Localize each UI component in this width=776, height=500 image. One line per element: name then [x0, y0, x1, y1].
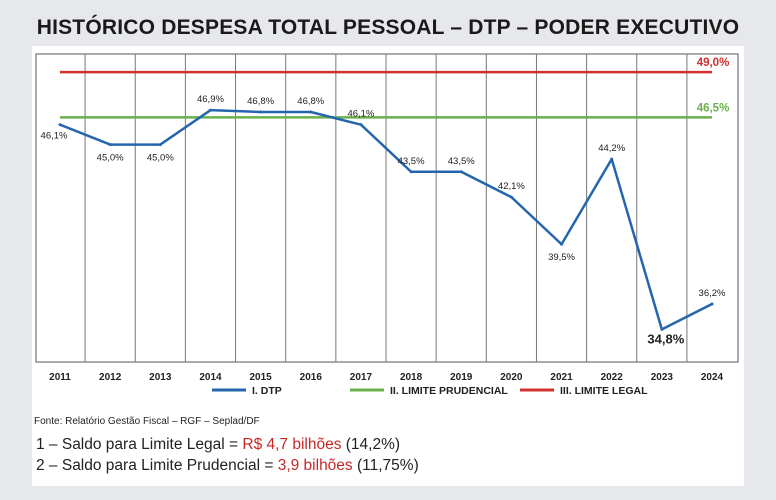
dtp-line: [59, 108, 713, 331]
dtp-data-label: 45,0%: [97, 153, 124, 164]
x-tick-label: 2016: [300, 372, 323, 383]
dtp-data-label: 45,0%: [147, 153, 174, 164]
dtp-point: [309, 110, 313, 114]
dtp-point: [660, 327, 664, 331]
saldo-prudencial-value: 3,9 bilhões: [277, 457, 353, 474]
dtp-data-label: 36,2%: [699, 288, 726, 299]
legend-dtp-label: I. DTP: [252, 385, 282, 397]
saldo-legal-suffix: (14,2%): [341, 436, 401, 453]
source-note: Fonte: Relatório Gestão Fiscal – RGF – S…: [34, 416, 260, 427]
dtp-point: [710, 302, 714, 306]
dtp-data-label: 34,8%: [647, 331, 684, 346]
dtp-point: [509, 195, 513, 199]
dtp-data-label: 46,1%: [347, 109, 374, 120]
dtp-point: [560, 242, 564, 246]
dtp-data-label: 46,8%: [247, 96, 274, 107]
x-tick-label: 2014: [199, 372, 222, 383]
dtp-data-label: 44,2%: [598, 143, 625, 154]
legend-limite-legal-label: III. LIMITE LEGAL: [560, 385, 648, 397]
dtp-point: [208, 108, 212, 112]
page-title: HISTÓRICO DESPESA TOTAL PESSOAL – DTP – …: [36, 16, 740, 39]
saldo-legal-prefix: 1 – Saldo para Limite Legal =: [36, 436, 243, 453]
dtp-point: [259, 110, 263, 114]
limite-legal-end-label: 49,0%: [697, 57, 730, 69]
x-tick-label: 2024: [701, 372, 724, 383]
dtp-point: [359, 123, 363, 127]
dtp-point: [409, 170, 413, 174]
saldo-prudencial-prefix: 2 – Saldo para Limite Prudencial =: [36, 457, 278, 474]
x-tick-label: 2013: [149, 372, 172, 383]
dtp-data-label: 39,5%: [548, 252, 575, 263]
x-tick-label: 2015: [249, 372, 272, 383]
chart-panel: 2011 2012 2013 2014 2015 2016 2017 2018 2019 2020…: [32, 46, 744, 486]
saldo-limite-legal: 1 – Saldo para Limite Legal = R$ 4,7 bil…: [36, 436, 400, 454]
x-tick-label: 2012: [99, 372, 122, 383]
dtp-point: [459, 170, 463, 174]
dtp-point: [58, 123, 62, 127]
dtp-point: [158, 143, 162, 147]
dtp-data-label: 46,8%: [297, 96, 324, 107]
x-tick-label: 2022: [601, 372, 624, 383]
x-tick-label: 2017: [350, 372, 373, 383]
x-tick-label: 2019: [450, 372, 473, 383]
x-tick-label: 2023: [651, 372, 674, 383]
dtp-data-label: 46,1%: [41, 131, 68, 142]
saldo-prudencial-suffix: (11,75%): [352, 457, 419, 474]
x-tick-label: 2011: [49, 372, 71, 383]
dtp-data-label: 42,1%: [498, 181, 525, 192]
plot-border: [35, 53, 739, 363]
dtp-data-label: 43,5%: [448, 156, 475, 167]
saldo-limite-prudencial: 2 – Saldo para Limite Prudencial = 3,9 b…: [36, 457, 419, 475]
dtp-point: [610, 157, 614, 161]
dtp-point: [108, 143, 112, 147]
x-tick-label: 2021: [550, 372, 573, 383]
dtp-data-label: 43,5%: [398, 156, 425, 167]
legend-limite-prudencial-label: II. LIMITE PRUDENCIAL: [390, 385, 508, 397]
saldo-legal-value: R$ 4,7 bilhões: [242, 436, 342, 453]
x-tick-label: 2020: [500, 372, 523, 383]
limite-prudencial-end-label: 46,5%: [697, 102, 730, 114]
dtp-data-label: 46,9%: [197, 94, 224, 105]
dtp-line-chart: 2011 2012 2013 2014 2015 2016 2017 2018 2019 2020…: [35, 53, 739, 397]
x-tick-label: 2018: [400, 372, 423, 383]
